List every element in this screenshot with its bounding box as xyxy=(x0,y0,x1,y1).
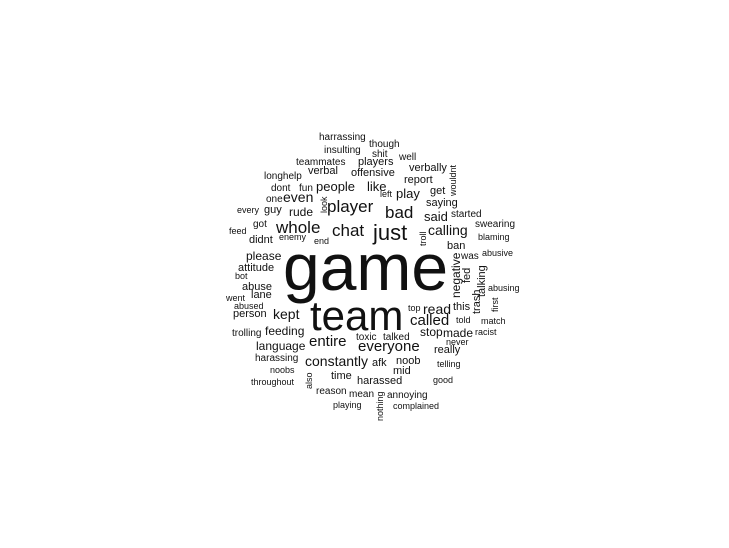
word-bad: bad xyxy=(385,203,414,222)
word-kept: kept xyxy=(273,306,300,322)
word-trolling: trolling xyxy=(232,328,262,339)
word-verbal: verbal xyxy=(308,165,338,177)
word-top: top xyxy=(408,303,421,313)
word-harrassing: harrassing xyxy=(319,132,366,143)
word-abusive: abusive xyxy=(482,248,514,258)
word-feeding: feeding xyxy=(265,324,305,338)
word-good: good xyxy=(433,375,454,385)
word-shit: shit xyxy=(372,149,388,160)
word-started: started xyxy=(451,209,482,220)
word-nothing: nothing xyxy=(375,391,385,421)
word-entire: entire xyxy=(309,333,347,350)
word-longhelp: longhelp xyxy=(264,171,302,182)
word-this: this xyxy=(453,301,471,313)
word-got: got xyxy=(253,219,267,230)
word-every: every xyxy=(237,205,260,215)
word-lane: lane xyxy=(251,289,272,301)
word-called: called xyxy=(410,312,450,329)
word-please: please xyxy=(246,249,282,263)
word-playing: playing xyxy=(333,400,362,410)
word-swearing: swearing xyxy=(475,219,516,230)
word-game: game xyxy=(283,230,449,304)
word-everyone: everyone xyxy=(358,338,420,355)
word-guy: guy xyxy=(264,204,282,216)
word-enemy: enemy xyxy=(279,232,307,242)
word-verbally: verbally xyxy=(409,162,447,174)
word-though: though xyxy=(369,139,400,150)
word-really: really xyxy=(434,344,461,356)
word-calling: calling xyxy=(428,222,468,238)
word-chat: chat xyxy=(332,221,365,240)
word-even: even xyxy=(283,189,314,205)
word-troll: troll xyxy=(418,231,428,246)
word-saying: saying xyxy=(426,197,458,209)
word-teammates: teammates xyxy=(296,157,346,168)
word-report: report xyxy=(404,174,433,186)
word-fun: fun xyxy=(299,183,313,194)
word-abused: abused xyxy=(234,301,264,311)
word-wouldnt: wouldnt xyxy=(448,164,458,196)
word-told: told xyxy=(456,315,471,325)
word-player: player xyxy=(327,197,374,216)
word-afk: afk xyxy=(372,357,387,369)
word-constantly: constantly xyxy=(305,353,369,369)
word-noob: noob xyxy=(396,355,421,367)
word-annoying: annoying xyxy=(387,390,428,401)
word-match: match xyxy=(481,316,506,326)
word-harassing: harassing xyxy=(255,353,299,364)
word-get: get xyxy=(430,185,446,197)
word-team: team xyxy=(310,292,404,339)
word-abusing: abusing xyxy=(488,283,520,293)
word-went: went xyxy=(226,293,246,303)
word-never: never xyxy=(446,337,469,347)
word-also: also xyxy=(304,372,314,389)
word-well: well xyxy=(399,152,417,163)
word-didnt: didnt xyxy=(249,234,273,246)
word-telling: telling xyxy=(437,359,461,369)
word-dont: dont xyxy=(271,183,291,194)
word-rude: rude xyxy=(289,205,314,219)
word-time: time xyxy=(331,370,352,382)
word-whole: whole xyxy=(276,218,321,237)
word-ban: ban xyxy=(447,240,466,252)
word-toxic: toxic xyxy=(356,332,377,343)
word-read: read xyxy=(423,301,452,317)
word-throughout: throughout xyxy=(251,377,295,387)
word-people: people xyxy=(316,179,356,194)
word-mid: mid xyxy=(393,365,411,377)
word-end: end xyxy=(314,236,330,246)
word-harassed: harassed xyxy=(357,375,403,387)
word-like: like xyxy=(367,179,387,194)
word-first: first xyxy=(490,297,500,313)
word-reason: reason xyxy=(316,386,347,397)
word-racist: racist xyxy=(475,327,497,337)
word-said: said xyxy=(424,209,448,224)
word-made: made xyxy=(443,326,474,340)
word-just: just xyxy=(373,220,408,245)
word-fed: fed xyxy=(461,267,473,283)
word-one: one xyxy=(266,194,283,205)
word-stop: stop xyxy=(420,325,443,339)
word-talking: talking xyxy=(476,265,488,297)
word-look: look xyxy=(319,196,329,213)
word-was: was xyxy=(461,251,479,262)
word-insulting: insulting xyxy=(324,145,361,156)
word-noobs: noobs xyxy=(270,365,295,375)
word-feed: feed xyxy=(229,226,247,236)
word-play: play xyxy=(396,186,420,201)
word-offensive: offensive xyxy=(351,167,395,179)
word-talked: talked xyxy=(383,332,410,343)
word-abuse: abuse xyxy=(242,281,272,293)
word-mean: mean xyxy=(349,389,375,400)
word-person: person xyxy=(233,308,267,320)
word-language: language xyxy=(256,339,306,353)
word-complained: complained xyxy=(393,401,440,411)
word-players: players xyxy=(358,156,394,168)
word-blaming: blaming xyxy=(478,232,510,242)
word-attitude: attitude xyxy=(238,262,275,274)
word-left: left xyxy=(380,189,393,199)
word-bot: bot xyxy=(235,271,248,281)
